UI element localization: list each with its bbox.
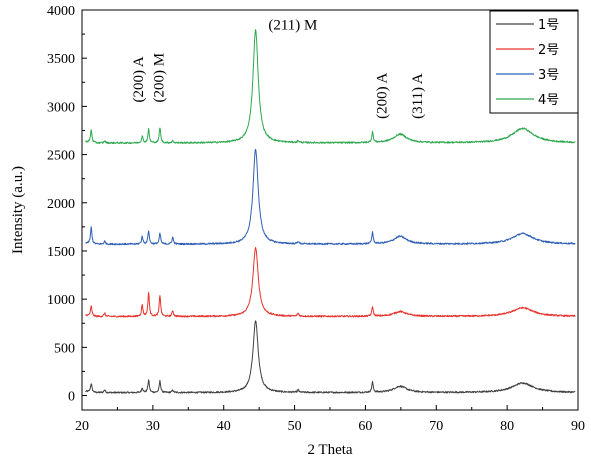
- legend: 1号 2号 3号 4号: [489, 10, 579, 114]
- series-line-4: [85, 29, 576, 145]
- series-line-3: [85, 148, 576, 246]
- y-tick-label: 1500: [47, 245, 75, 260]
- y-tick-label: 4000: [47, 4, 75, 19]
- legend-box: [489, 10, 579, 114]
- y-tick-label: 500: [54, 341, 75, 356]
- x-tick-label: 90: [571, 419, 585, 434]
- series-line-1: [85, 320, 576, 394]
- y-tick-label: 3500: [47, 52, 75, 67]
- x-tick-label: 50: [288, 419, 302, 434]
- y-tick-label: 2000: [47, 197, 75, 212]
- peak-annotation: (311) A: [410, 73, 426, 119]
- x-tick-label: 40: [217, 419, 231, 434]
- y-tick-label: 2500: [47, 149, 75, 164]
- legend-label-2: 2号: [538, 43, 559, 58]
- annotation-layer: (200) A (200) M(211) M(200) A (311) A: [131, 17, 426, 119]
- peak-annotation: (200) M: [151, 53, 167, 103]
- x-tick-label: 70: [429, 419, 443, 434]
- x-axis-title: 2 Theta: [307, 442, 352, 458]
- y-tick-label: 3000: [47, 100, 75, 115]
- legend-label-1: 1号: [538, 18, 559, 33]
- axes-layer: 20 30 40 50 60 70 80 90 0 500 1000 1500 2000 2500 3000…: [47, 4, 585, 434]
- y-axis-title: Intensity (a.u.): [10, 166, 26, 254]
- series-line-2: [85, 247, 576, 318]
- x-tick-label: 60: [358, 419, 372, 434]
- x-tick-label: 20: [75, 419, 89, 434]
- peak-annotation: (211) M: [268, 17, 317, 33]
- legend-label-4: 4号: [538, 93, 559, 108]
- peak-annotation: (200) A: [131, 56, 147, 102]
- peak-annotation: (200) A: [375, 73, 391, 119]
- y-tick-label: 1000: [47, 293, 75, 308]
- x-tick-label: 30: [146, 419, 160, 434]
- series-layer: [85, 29, 576, 394]
- y-tick-label: 0: [68, 390, 75, 405]
- x-tick-label: 80: [500, 419, 514, 434]
- legend-label-3: 3号: [538, 68, 559, 83]
